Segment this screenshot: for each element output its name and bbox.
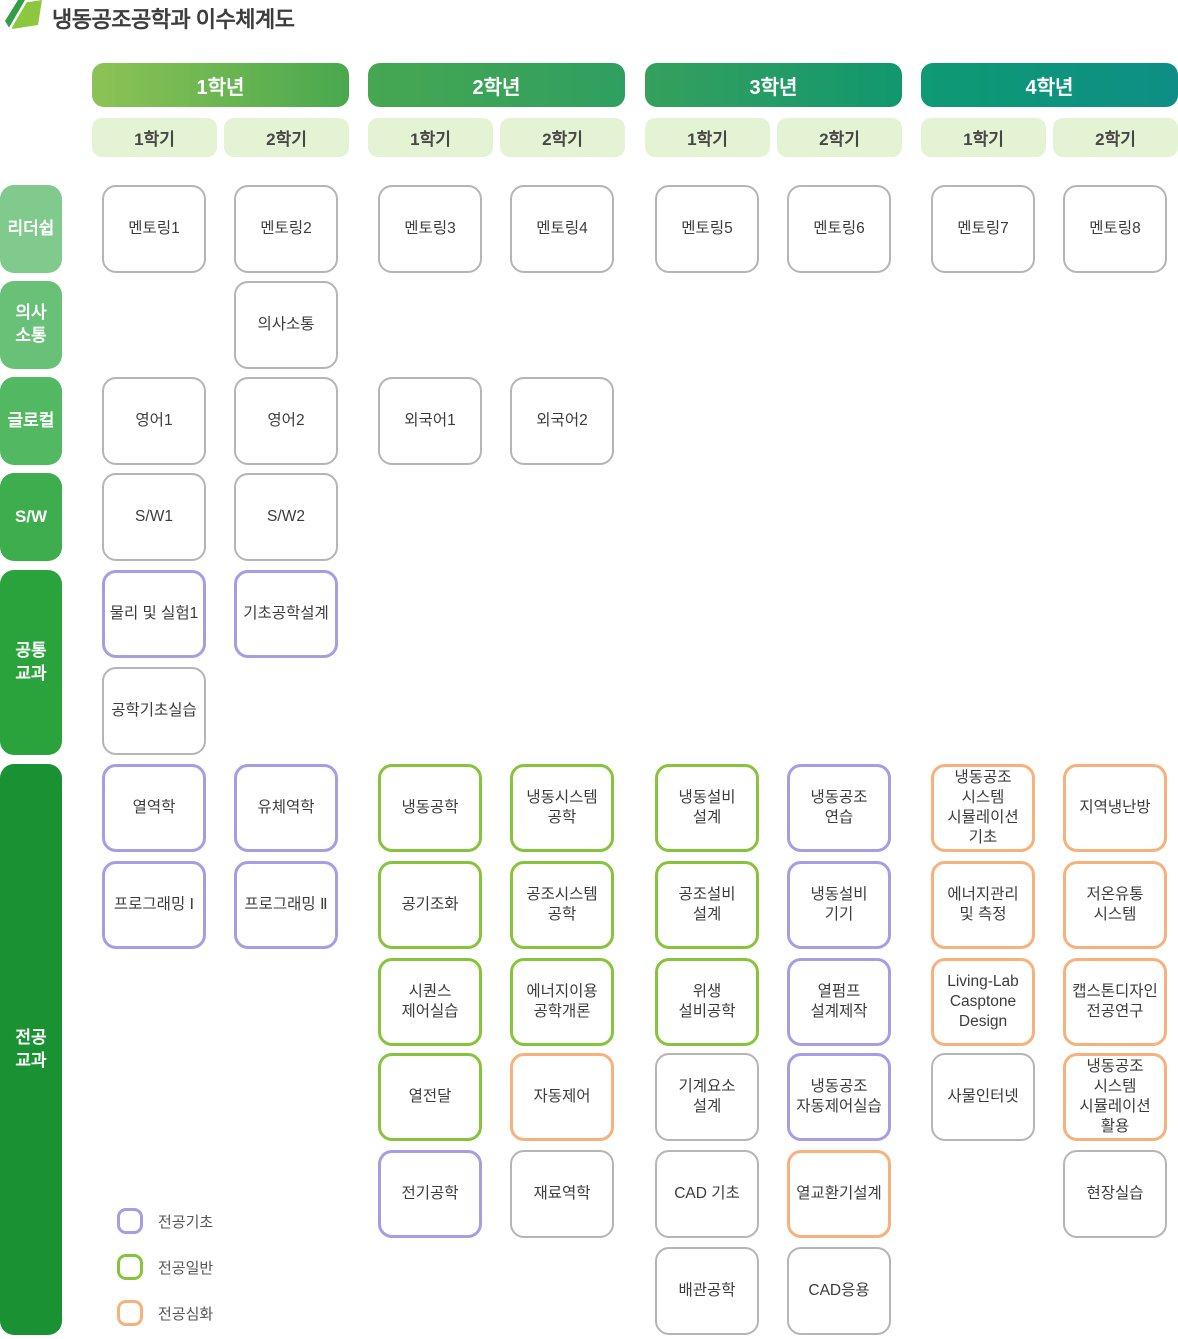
- year-header: 4학년: [921, 63, 1178, 107]
- category-block: S/W: [0, 473, 62, 561]
- course-box: 에너지이용 공학개론: [510, 958, 614, 1046]
- course-box: 기계요소 설계: [655, 1053, 759, 1141]
- course-box: 열펌프 설계제작: [787, 958, 891, 1046]
- university-logo-icon: [5, 0, 42, 29]
- page-title: 냉동공조공학과 이수체계도: [52, 7, 295, 32]
- course-box: 냉동공조 자동제어실습: [787, 1053, 891, 1141]
- course-box: 외국어2: [510, 377, 614, 465]
- course-box: 멘토링6: [787, 185, 891, 273]
- course-box: 시퀀스 제어실습: [378, 958, 482, 1046]
- legend-item: 전공일반: [117, 1254, 213, 1280]
- course-box: 영어1: [102, 377, 206, 465]
- legend-item: 전공기초: [117, 1208, 213, 1234]
- legend-swatch-advanced: [117, 1300, 143, 1326]
- category-block: 공통 교과: [0, 570, 62, 755]
- year-header: 1학년: [92, 63, 349, 107]
- course-box: 열역학: [102, 764, 206, 852]
- semester-chip: 1학기: [92, 118, 217, 157]
- course-box: 에너지관리 및 측정: [931, 861, 1035, 949]
- course-box: 재료역학: [510, 1150, 614, 1238]
- course-box: S/W1: [102, 473, 206, 561]
- course-box: 프로그래밍 Ⅰ: [102, 861, 206, 949]
- category-block: 전공 교과: [0, 764, 62, 1335]
- course-box: 유체역학: [234, 764, 338, 852]
- course-box: 멘토링1: [102, 185, 206, 273]
- course-box: 프로그래밍 Ⅱ: [234, 861, 338, 949]
- course-box: 공학기초실습: [102, 667, 206, 755]
- course-box: 배관공학: [655, 1247, 759, 1335]
- course-box: CAD응용: [787, 1247, 891, 1335]
- semester-chip: 1학기: [645, 118, 770, 157]
- course-box: 멘토링3: [378, 185, 482, 273]
- course-box: 열전달: [378, 1053, 482, 1141]
- course-box: 지역냉난방: [1063, 764, 1167, 852]
- course-box: 냉동공조 연습: [787, 764, 891, 852]
- course-box: 냉동공학: [378, 764, 482, 852]
- course-box: 전기공학: [378, 1150, 482, 1238]
- year-header: 2학년: [368, 63, 625, 107]
- course-box: 자동제어: [510, 1053, 614, 1141]
- legend-swatch-basic: [117, 1208, 143, 1234]
- course-box: S/W2: [234, 473, 338, 561]
- legend-label: 전공일반: [158, 1259, 214, 1277]
- course-box: 사물인터넷: [931, 1053, 1035, 1141]
- legend-label: 전공심화: [158, 1305, 214, 1323]
- course-box: 영어2: [234, 377, 338, 465]
- semester-chip: 2학기: [224, 118, 349, 157]
- course-box: 멘토링2: [234, 185, 338, 273]
- course-box: Living-Lab Casptone Design: [931, 958, 1035, 1046]
- semester-chip: 2학기: [1053, 118, 1178, 157]
- course-box: 멘토링5: [655, 185, 759, 273]
- course-box: 냉동공조 시스템 시뮬레이션 기초: [931, 764, 1035, 852]
- year-header: 3학년: [645, 63, 902, 107]
- legend-swatch-general: [117, 1254, 143, 1280]
- course-box: 캡스톤디자인 전공연구: [1063, 958, 1167, 1046]
- category-block: 글로컬: [0, 377, 62, 465]
- course-box: 의사소통: [234, 281, 338, 369]
- course-box: 외국어1: [378, 377, 482, 465]
- semester-chip: 1학기: [921, 118, 1046, 157]
- course-box: 멘토링4: [510, 185, 614, 273]
- course-box: 멘토링7: [931, 185, 1035, 273]
- semester-chip: 1학기: [368, 118, 493, 157]
- semester-chip: 2학기: [500, 118, 625, 157]
- course-box: 냉동설비 기기: [787, 861, 891, 949]
- category-block: 리더쉽: [0, 185, 62, 273]
- course-box: 저온유통 시스템: [1063, 861, 1167, 949]
- legend-label: 전공기초: [158, 1213, 214, 1231]
- course-box: 냉동설비 설계: [655, 764, 759, 852]
- semester-chip: 2학기: [777, 118, 902, 157]
- course-box: 위생 설비공학: [655, 958, 759, 1046]
- course-box: 공조설비 설계: [655, 861, 759, 949]
- course-box: 현장실습: [1063, 1150, 1167, 1238]
- legend-item: 전공심화: [117, 1300, 213, 1326]
- course-box: 공기조화: [378, 861, 482, 949]
- course-box: 기초공학설계: [234, 570, 338, 658]
- course-box: 공조시스템 공학: [510, 861, 614, 949]
- course-box: 멘토링8: [1063, 185, 1167, 273]
- course-box: 물리 및 실험1: [102, 570, 206, 658]
- course-box: 열교환기설계: [787, 1150, 891, 1238]
- course-box: CAD 기초: [655, 1150, 759, 1238]
- course-box: 냉동공조 시스템 시뮬레이션 활용: [1063, 1053, 1167, 1141]
- category-block: 의사 소통: [0, 281, 62, 369]
- course-box: 냉동시스템 공학: [510, 764, 614, 852]
